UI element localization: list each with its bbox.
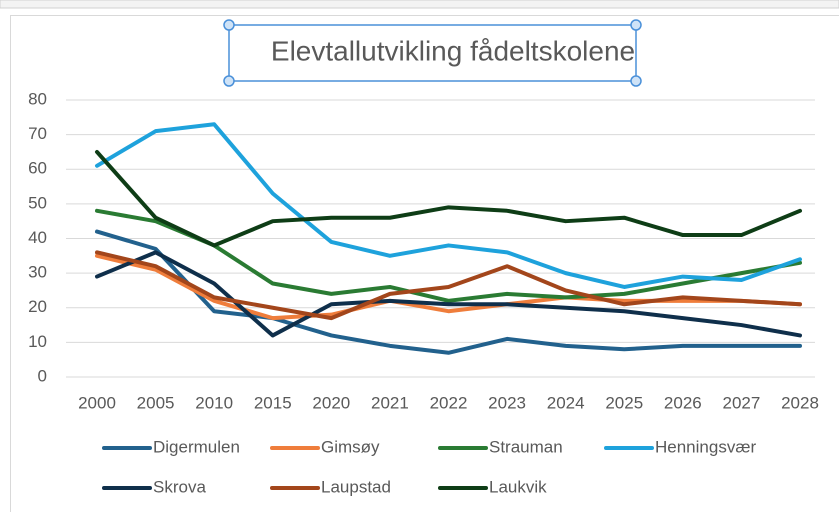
x-tick-label: 2027 — [723, 393, 761, 412]
x-tick-label: 2015 — [254, 393, 292, 412]
x-tick-label: 2021 — [371, 393, 409, 412]
legend-label: Strauman — [489, 437, 563, 456]
selection-box[interactable] — [228, 24, 637, 82]
series-line — [95, 250, 802, 338]
selection-handles[interactable] — [223, 19, 642, 87]
y-tick-label: 60 — [28, 159, 47, 178]
x-tick-label: 2010 — [195, 393, 233, 412]
x-tick-label: 2020 — [312, 393, 350, 412]
legend-label: Henningsvær — [655, 437, 756, 456]
y-tick-label: 70 — [28, 124, 47, 143]
series-line — [95, 253, 802, 321]
series-line — [95, 250, 802, 321]
series-line — [95, 149, 802, 248]
y-tick-label: 20 — [28, 297, 47, 316]
x-tick-label: 2000 — [78, 393, 116, 412]
x-tick-label: 2028 — [781, 393, 819, 412]
y-tick-label: 0 — [38, 366, 47, 385]
y-tick-label: 50 — [28, 193, 47, 212]
y-tick-label: 80 — [28, 89, 47, 108]
plot-area: 0 10 20 30 40 50 60 70 80 2000 2005 2010 2015 2020 202… — [28, 89, 819, 412]
x-tick-label: 2005 — [137, 393, 175, 412]
x-tick-label: 2025 — [605, 393, 643, 412]
x-tick-label: 2023 — [488, 393, 526, 412]
legend-label: Skrova — [153, 477, 206, 496]
y-tick-label: 10 — [28, 332, 47, 351]
series-line — [95, 229, 802, 355]
x-tick-label: 2022 — [430, 393, 468, 412]
legend-label: Gimsøy — [321, 437, 380, 456]
legend-label: Laupstad — [321, 477, 391, 496]
toolbar-strip — [0, 0, 839, 9]
legend-label: Digermulen — [153, 437, 240, 456]
x-tick-label: 2026 — [664, 393, 702, 412]
chart-title: Elevtallutvikling fådeltskolene — [271, 35, 635, 66]
x-tick-label: 2024 — [547, 393, 585, 412]
y-tick-label: 40 — [28, 228, 47, 247]
series-line — [95, 122, 802, 289]
legend-label: Laukvik — [489, 477, 547, 496]
y-tick-label: 30 — [28, 263, 47, 282]
